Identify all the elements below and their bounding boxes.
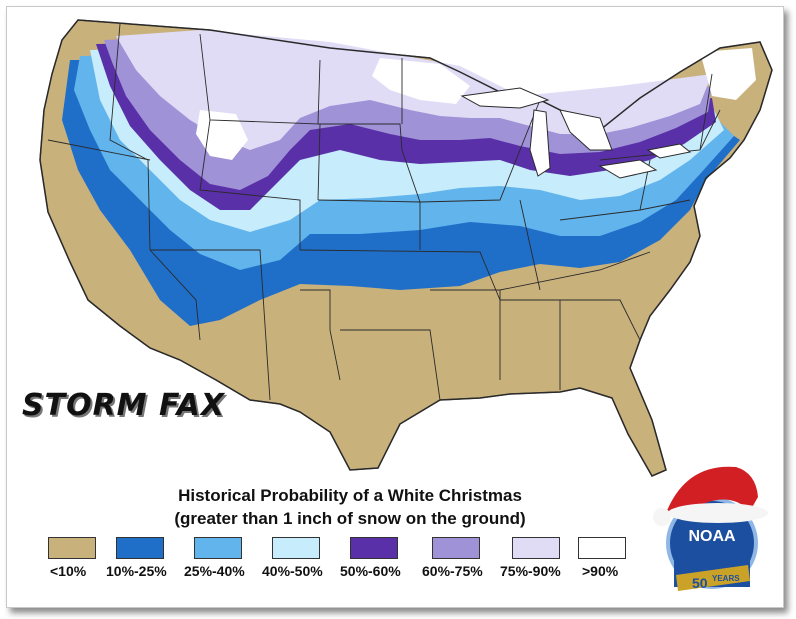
santa-hat bbox=[666, 466, 758, 513]
band-over-90-north bbox=[372, 58, 470, 104]
map-title: Historical Probability of a White Christ… bbox=[178, 486, 522, 505]
legend-swatch-10-25 bbox=[116, 537, 164, 559]
legend-label-under-10: <10% bbox=[50, 563, 87, 579]
great-lakes bbox=[460, 87, 692, 179]
stormfax-logo-text: STORM FAX bbox=[22, 388, 225, 423]
legend-label-50-60: 50%-60% bbox=[340, 563, 401, 579]
map-subtitle: (greater than 1 inch of snow on the grou… bbox=[174, 509, 526, 528]
legend-swatch-under-10 bbox=[48, 537, 96, 559]
legend-label-75-90: 75%-90% bbox=[500, 563, 561, 579]
legend-swatch-40-50 bbox=[272, 537, 320, 559]
legend-swatch-75-90 bbox=[512, 537, 560, 559]
legend-swatch-60-75 bbox=[432, 537, 480, 559]
us-outline bbox=[39, 19, 773, 477]
noaa-text: NOAA bbox=[688, 528, 736, 545]
santa-hat-trim bbox=[668, 503, 768, 523]
stormfax-logo: STORM FAX bbox=[22, 388, 225, 423]
anniversary-years: YEARS bbox=[712, 574, 740, 583]
state-borders bbox=[47, 23, 721, 401]
anniversary-ribbon bbox=[676, 565, 750, 591]
legend-swatch-over-90 bbox=[578, 537, 626, 559]
band-over-90-rockies bbox=[196, 110, 248, 160]
anniversary-number: 50 bbox=[692, 575, 708, 591]
legend-label-10-25: 10%-25% bbox=[106, 563, 167, 579]
legend-label-40-50: 40%-50% bbox=[262, 563, 323, 579]
santa-hat-pompom bbox=[653, 508, 671, 526]
legend-label-25-40: 25%-40% bbox=[184, 563, 245, 579]
band-over-90-northeast bbox=[700, 48, 756, 100]
noaa-santa-logo: NOAA 50 YEARS bbox=[653, 466, 768, 591]
legend-label-over-90: >90% bbox=[582, 563, 619, 579]
legend-label-60-75: 60%-75% bbox=[422, 563, 483, 579]
legend-swatch-50-60 bbox=[350, 537, 398, 559]
legend-swatch-25-40 bbox=[194, 537, 242, 559]
